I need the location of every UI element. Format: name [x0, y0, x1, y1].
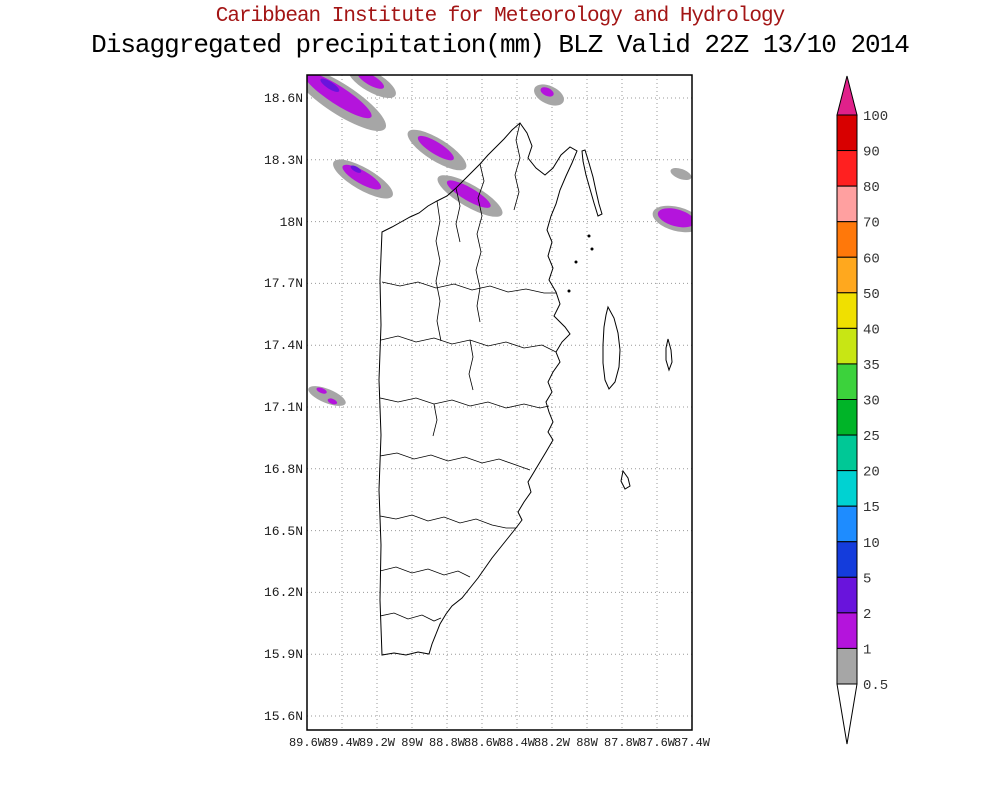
lat-tick-label: 18.6N: [264, 91, 303, 106]
turneffe-atoll: [602, 305, 621, 390]
precip-cell: [407, 129, 467, 171]
lat-tick-label: 15.6N: [264, 709, 303, 724]
lon-tick-label: 89.6W: [289, 736, 326, 750]
colorbar-segment: [836, 399, 858, 436]
lighthouse-reef: [665, 338, 673, 372]
colorbar-segment: [836, 221, 858, 258]
colorbar-label: 60: [863, 251, 880, 267]
colorbar-segment: [836, 150, 858, 187]
lon-tick-label: 89.4W: [324, 736, 361, 750]
colorbar-label: 15: [863, 500, 880, 516]
lat-tick-label: 17.4N: [264, 338, 303, 353]
precip-cell: [348, 75, 396, 99]
colorbar-segment: [836, 612, 858, 649]
lat-tick-label: 15.9N: [264, 647, 303, 662]
colorbar-label: 25: [863, 429, 880, 445]
precip-cell: [307, 75, 387, 131]
colorbar-label: 90: [863, 145, 880, 161]
colorbar-label: 100: [863, 109, 888, 125]
colorbar-label: 5: [863, 571, 871, 587]
colorbar-under-arrow: [836, 683, 858, 745]
glovers-reef: [620, 469, 631, 490]
colorbar-segment: [836, 327, 858, 365]
lat-tick-label: 18N: [280, 215, 303, 230]
lon-tick-label: 88.8W: [429, 736, 466, 750]
colorbar-label: 80: [863, 180, 880, 196]
colorbar-label: 40: [863, 322, 880, 338]
colorbar: 100 90 80 70 60 50 40 35 30 25 20 15 10 …: [836, 75, 888, 745]
colorbar-segment: [836, 647, 858, 685]
colorbar-over-arrow: [836, 75, 858, 116]
colorbar-segment: [836, 114, 858, 152]
lon-tick-label: 89.2W: [359, 736, 396, 750]
colorbar-segment: [836, 256, 858, 294]
lat-tick-label: 17.1N: [264, 400, 303, 415]
institute-title: Caribbean Institute for Meteorology and …: [215, 5, 786, 28]
precip-cell: [670, 167, 692, 181]
plot-title: Disaggregated precipitation(mm) BLZ Vali…: [91, 30, 910, 60]
colorbar-label: 35: [863, 358, 880, 374]
lon-tick-label: 88.2W: [534, 736, 571, 750]
lon-tick-label: 88.4W: [499, 736, 536, 750]
precip-cell: [437, 175, 503, 217]
lon-tick-label: 87.6W: [639, 736, 676, 750]
small-cayes: [567, 234, 594, 293]
colorbar-label: 50: [863, 287, 880, 303]
lat-tick-label: 16.2N: [264, 585, 303, 600]
precip-cell: [308, 386, 346, 406]
precip-cell: [534, 84, 564, 106]
colorbar-label: 30: [863, 394, 880, 410]
colorbar-label: 2: [863, 607, 871, 623]
colorbar-label: 70: [863, 216, 880, 232]
lon-axis-labels: 89.6W 89.4W 89.2W 89W 88.8W 88.6W 88.4W …: [289, 736, 711, 750]
belize-map-outlines: [378, 122, 673, 656]
lon-tick-label: 89W: [401, 736, 423, 750]
precip-shading: [307, 75, 692, 406]
grid-lines: [307, 75, 692, 730]
lon-tick-label: 88W: [576, 736, 598, 750]
colorbar-segment: [836, 576, 858, 614]
title-block: Caribbean Institute for Meteorology and …: [0, 4, 1000, 60]
plot-frame: [306, 74, 693, 731]
lon-tick-label: 87.4W: [674, 736, 711, 750]
colorbar-segment: [836, 185, 858, 223]
colorbar-segment: [836, 434, 858, 472]
lon-tick-label: 88.6W: [464, 736, 501, 750]
precip-cell: [652, 205, 692, 233]
colorbar-segment: [836, 292, 858, 329]
colorbar-label: 1: [863, 642, 871, 658]
colorbar-segment: [836, 505, 858, 543]
lat-tick-label: 17.7N: [264, 276, 303, 291]
colorbar-segment: [836, 470, 858, 507]
ambergris-caye: [581, 149, 603, 217]
colorbar-segment: [836, 541, 858, 578]
lat-tick-label: 16.5N: [264, 524, 303, 539]
precip-cell: [333, 159, 393, 199]
lat-tick-label: 16.8N: [264, 462, 303, 477]
colorbar-label: 20: [863, 465, 880, 481]
belize-coast-and-borders: [378, 122, 578, 656]
colorbar-labels: 100 90 80 70 60 50 40 35 30 25 20 15 10 …: [863, 109, 888, 694]
colorbar-label: 10: [863, 536, 880, 552]
colorbar-segment: [836, 363, 858, 401]
lon-tick-label: 87.8W: [604, 736, 641, 750]
watershed-boundaries: [379, 122, 557, 622]
lat-tick-label: 18.3N: [264, 153, 303, 168]
colorbar-label: 0.5: [863, 678, 888, 694]
lat-axis-labels: 18.6N 18.3N 18N 17.7N 17.4N 17.1N 16.8N …: [264, 91, 303, 724]
